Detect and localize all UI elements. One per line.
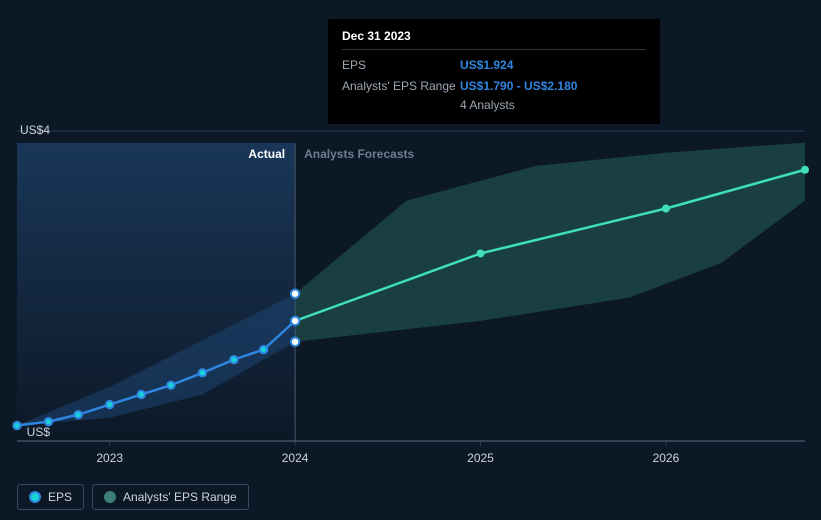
- tooltip-label: Analysts' EPS Range: [342, 77, 460, 96]
- tooltip-divider: [342, 49, 646, 50]
- tooltip-analyst-count: 4 Analysts: [460, 98, 646, 112]
- x-axis-tick-label: 2024: [282, 451, 309, 465]
- tooltip-date: Dec 31 2023: [342, 29, 646, 43]
- section-label-forecast: Analysts Forecasts: [304, 147, 414, 161]
- x-axis-tick-label: 2023: [96, 451, 123, 465]
- y-axis-tick-label: US$4: [0, 123, 50, 137]
- tooltip-value: US$1.924: [460, 56, 513, 75]
- legend-item-eps[interactable]: EPS: [17, 484, 84, 510]
- tooltip-value: US$1.790 - US$2.180: [460, 77, 577, 96]
- legend-label: EPS: [48, 490, 72, 504]
- eps-forecast-chart: { "chart": { "type": "line-with-range", …: [0, 0, 821, 520]
- legend-item-range[interactable]: Analysts' EPS Range: [92, 484, 249, 510]
- chart-tooltip: Dec 31 2023 EPS US$1.924 Analysts' EPS R…: [328, 19, 660, 124]
- section-label-actual: Actual: [215, 147, 285, 161]
- tooltip-row-eps: EPS US$1.924: [342, 56, 646, 75]
- chart-legend: EPS Analysts' EPS Range: [17, 484, 249, 510]
- legend-swatch-icon: [104, 491, 116, 503]
- legend-swatch-icon: [29, 491, 41, 503]
- x-axis-tick-label: 2026: [653, 451, 680, 465]
- x-axis-tick-label: 2025: [467, 451, 494, 465]
- legend-label: Analysts' EPS Range: [123, 490, 237, 504]
- tooltip-row-range: Analysts' EPS Range US$1.790 - US$2.180: [342, 77, 646, 96]
- y-axis-tick-label: US$: [0, 425, 50, 439]
- tooltip-label: EPS: [342, 56, 460, 75]
